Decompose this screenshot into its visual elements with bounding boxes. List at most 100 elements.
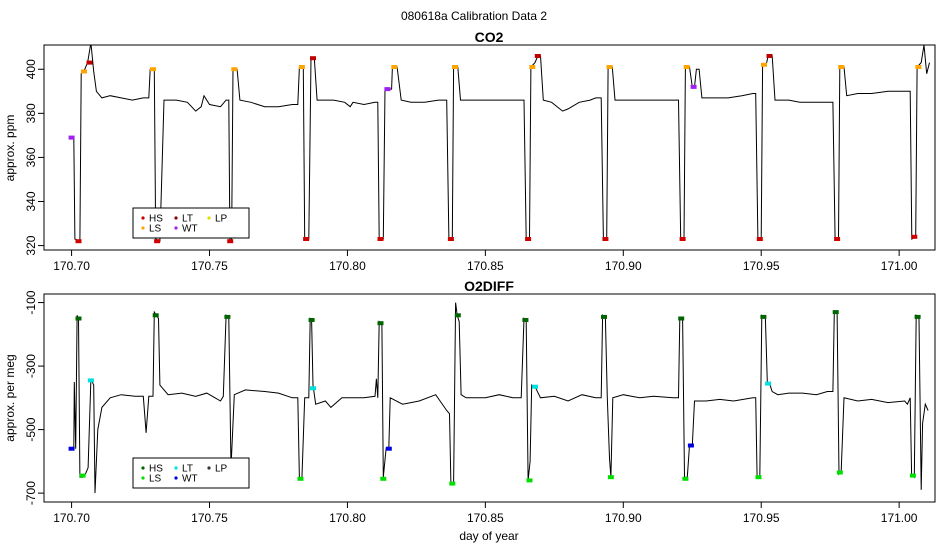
- o2diff-series-line: [71, 302, 929, 494]
- co2-legend-label-lt: LT: [182, 214, 193, 225]
- o2diff-marker-ls: [526, 478, 533, 483]
- co2-marker-hs: [154, 239, 161, 244]
- o2diff-marker-ls: [297, 476, 304, 481]
- co2-marker-ls: [391, 65, 398, 69]
- o2diff-marker-lt: [87, 378, 94, 383]
- co2-marker-hs: [911, 234, 918, 239]
- co2-marker-ls: [683, 65, 690, 69]
- co2-legend-label-lp: LP: [215, 214, 228, 225]
- o2diff-marker-ls: [836, 470, 843, 475]
- co2-legend-swatch-lt: [174, 216, 178, 220]
- o2diff-y-tick-label: -500: [24, 417, 38, 441]
- o2diff-legend-label-wt: WT: [182, 474, 198, 485]
- o2diff-ylabel: approx. per meg: [3, 354, 17, 441]
- o2diff-legend-label-hs: HS: [149, 464, 163, 475]
- o2diff-legend-swatch-hs: [141, 466, 145, 470]
- o2diff-marker-hs: [377, 321, 384, 326]
- co2-marker-hs: [525, 237, 532, 241]
- o2diff-marker-wt: [385, 446, 392, 451]
- co2-marker-wt: [690, 84, 697, 89]
- o2diff-y-tick-label: -100: [24, 290, 38, 314]
- o2diff-legend-swatch-lt: [174, 466, 178, 470]
- o2diff-marker-lt: [532, 384, 538, 389]
- o2diff-x-tick-label: 170.75: [191, 511, 228, 525]
- co2-marker-hs: [75, 239, 82, 244]
- co2-marker-hs: [227, 239, 234, 244]
- o2diff-x-tick-label: 171.00: [881, 511, 918, 525]
- co2-x-tick-label: 170.80: [329, 259, 366, 273]
- co2-panel: CO2 approx. ppm 170.70 170.75 170.80 170.85…: [3, 29, 936, 273]
- co2-marker-hs: [679, 237, 686, 241]
- co2-marker-lt: [766, 54, 773, 58]
- o2diff-marker-wt: [687, 443, 694, 448]
- co2-x-tick-label: 170.75: [191, 259, 228, 273]
- o2diff-marker-hs: [832, 310, 839, 315]
- o2diff-marker-hs: [454, 313, 461, 318]
- co2-ylabel: approx. ppm: [3, 115, 17, 182]
- o2diff-x-tick-label: 170.70: [53, 511, 90, 525]
- o2diff-y-tick-label: -300: [24, 354, 38, 378]
- co2-x-tick-label: 171.00: [881, 259, 918, 273]
- co2-legend: [132, 207, 250, 239]
- co2-title: CO2: [475, 29, 504, 45]
- co2-marker-ls: [81, 69, 87, 74]
- co2-marker-ls: [150, 67, 156, 72]
- co2-y-tick-label: 380: [24, 103, 38, 123]
- co2-marker-wt: [384, 87, 391, 92]
- o2diff-x-tick-label: 170.80: [329, 511, 366, 525]
- o2diff-marker-hs: [914, 314, 921, 319]
- co2-marker-ls: [606, 65, 613, 69]
- o2diff-plot-frame: [43, 293, 936, 503]
- co2-legend-label-hs: HS: [149, 214, 163, 225]
- co2-x-tick-label: 170.85: [467, 259, 504, 273]
- co2-marker-wt: [68, 135, 75, 140]
- co2-plot-frame: [43, 44, 936, 251]
- o2diff-marker-hs: [760, 314, 767, 319]
- co2-marker-lt: [86, 60, 93, 65]
- o2diff-x-tick-label: 170.90: [605, 511, 642, 525]
- co2-marker-ls: [838, 65, 845, 69]
- o2diff-marker-ls: [607, 475, 614, 480]
- o2diff-marker-hs: [522, 318, 529, 322]
- o2diff-marker-hs: [152, 313, 159, 318]
- o2diff-marker-hs: [678, 316, 685, 321]
- co2-marker-ls: [529, 65, 536, 69]
- co2-y-tick-label: 340: [24, 191, 38, 211]
- o2diff-marker-wt: [68, 446, 75, 451]
- co2-legend-label-wt: WT: [182, 224, 198, 235]
- co2-marker-hs: [303, 237, 310, 241]
- o2diff-marker-ls: [755, 475, 762, 480]
- o2diff-x-tick-label: 170.85: [467, 511, 504, 525]
- o2diff-y-tick-label: -700: [24, 481, 38, 505]
- co2-legend-label-ls: LS: [149, 224, 162, 235]
- o2diff-marker-ls: [909, 473, 916, 478]
- o2diff-marker-ls: [380, 476, 387, 481]
- co2-marker-hs: [834, 237, 841, 241]
- co2-marker-ls: [298, 65, 305, 69]
- o2diff-marker-ls: [682, 476, 689, 481]
- o2diff-marker-hs: [308, 318, 315, 322]
- co2-marker-hs: [377, 237, 384, 241]
- o2diff-xlabel: day of year: [459, 529, 518, 543]
- co2-legend-swatch-lp: [207, 216, 211, 220]
- co2-x-tick-label: 170.70: [53, 259, 90, 273]
- o2diff-title: O2DIFF: [464, 278, 514, 294]
- o2diff-legend-label-ls: LS: [149, 474, 162, 485]
- co2-marker-ls: [231, 67, 238, 72]
- o2diff-marker-lt: [310, 386, 316, 391]
- co2-marker-hs: [756, 237, 763, 241]
- co2-marker-lt: [310, 56, 316, 61]
- co2-marker-hs: [602, 237, 609, 241]
- co2-y-tick-label: 320: [24, 235, 38, 255]
- co2-x-tick-label: 170.90: [605, 259, 642, 273]
- co2-marker-ls: [915, 65, 922, 69]
- o2diff-legend-swatch-wt: [174, 476, 178, 480]
- o2diff-marker-hs: [224, 314, 231, 319]
- co2-x-tick-label: 170.95: [743, 259, 780, 273]
- o2diff-marker-hs: [75, 316, 82, 321]
- co2-marker-lt: [534, 54, 541, 58]
- co2-y-tick-label: 400: [24, 59, 38, 79]
- co2-y-tick-label: 360: [24, 147, 38, 167]
- o2diff-legend-label-lp: LP: [215, 464, 228, 475]
